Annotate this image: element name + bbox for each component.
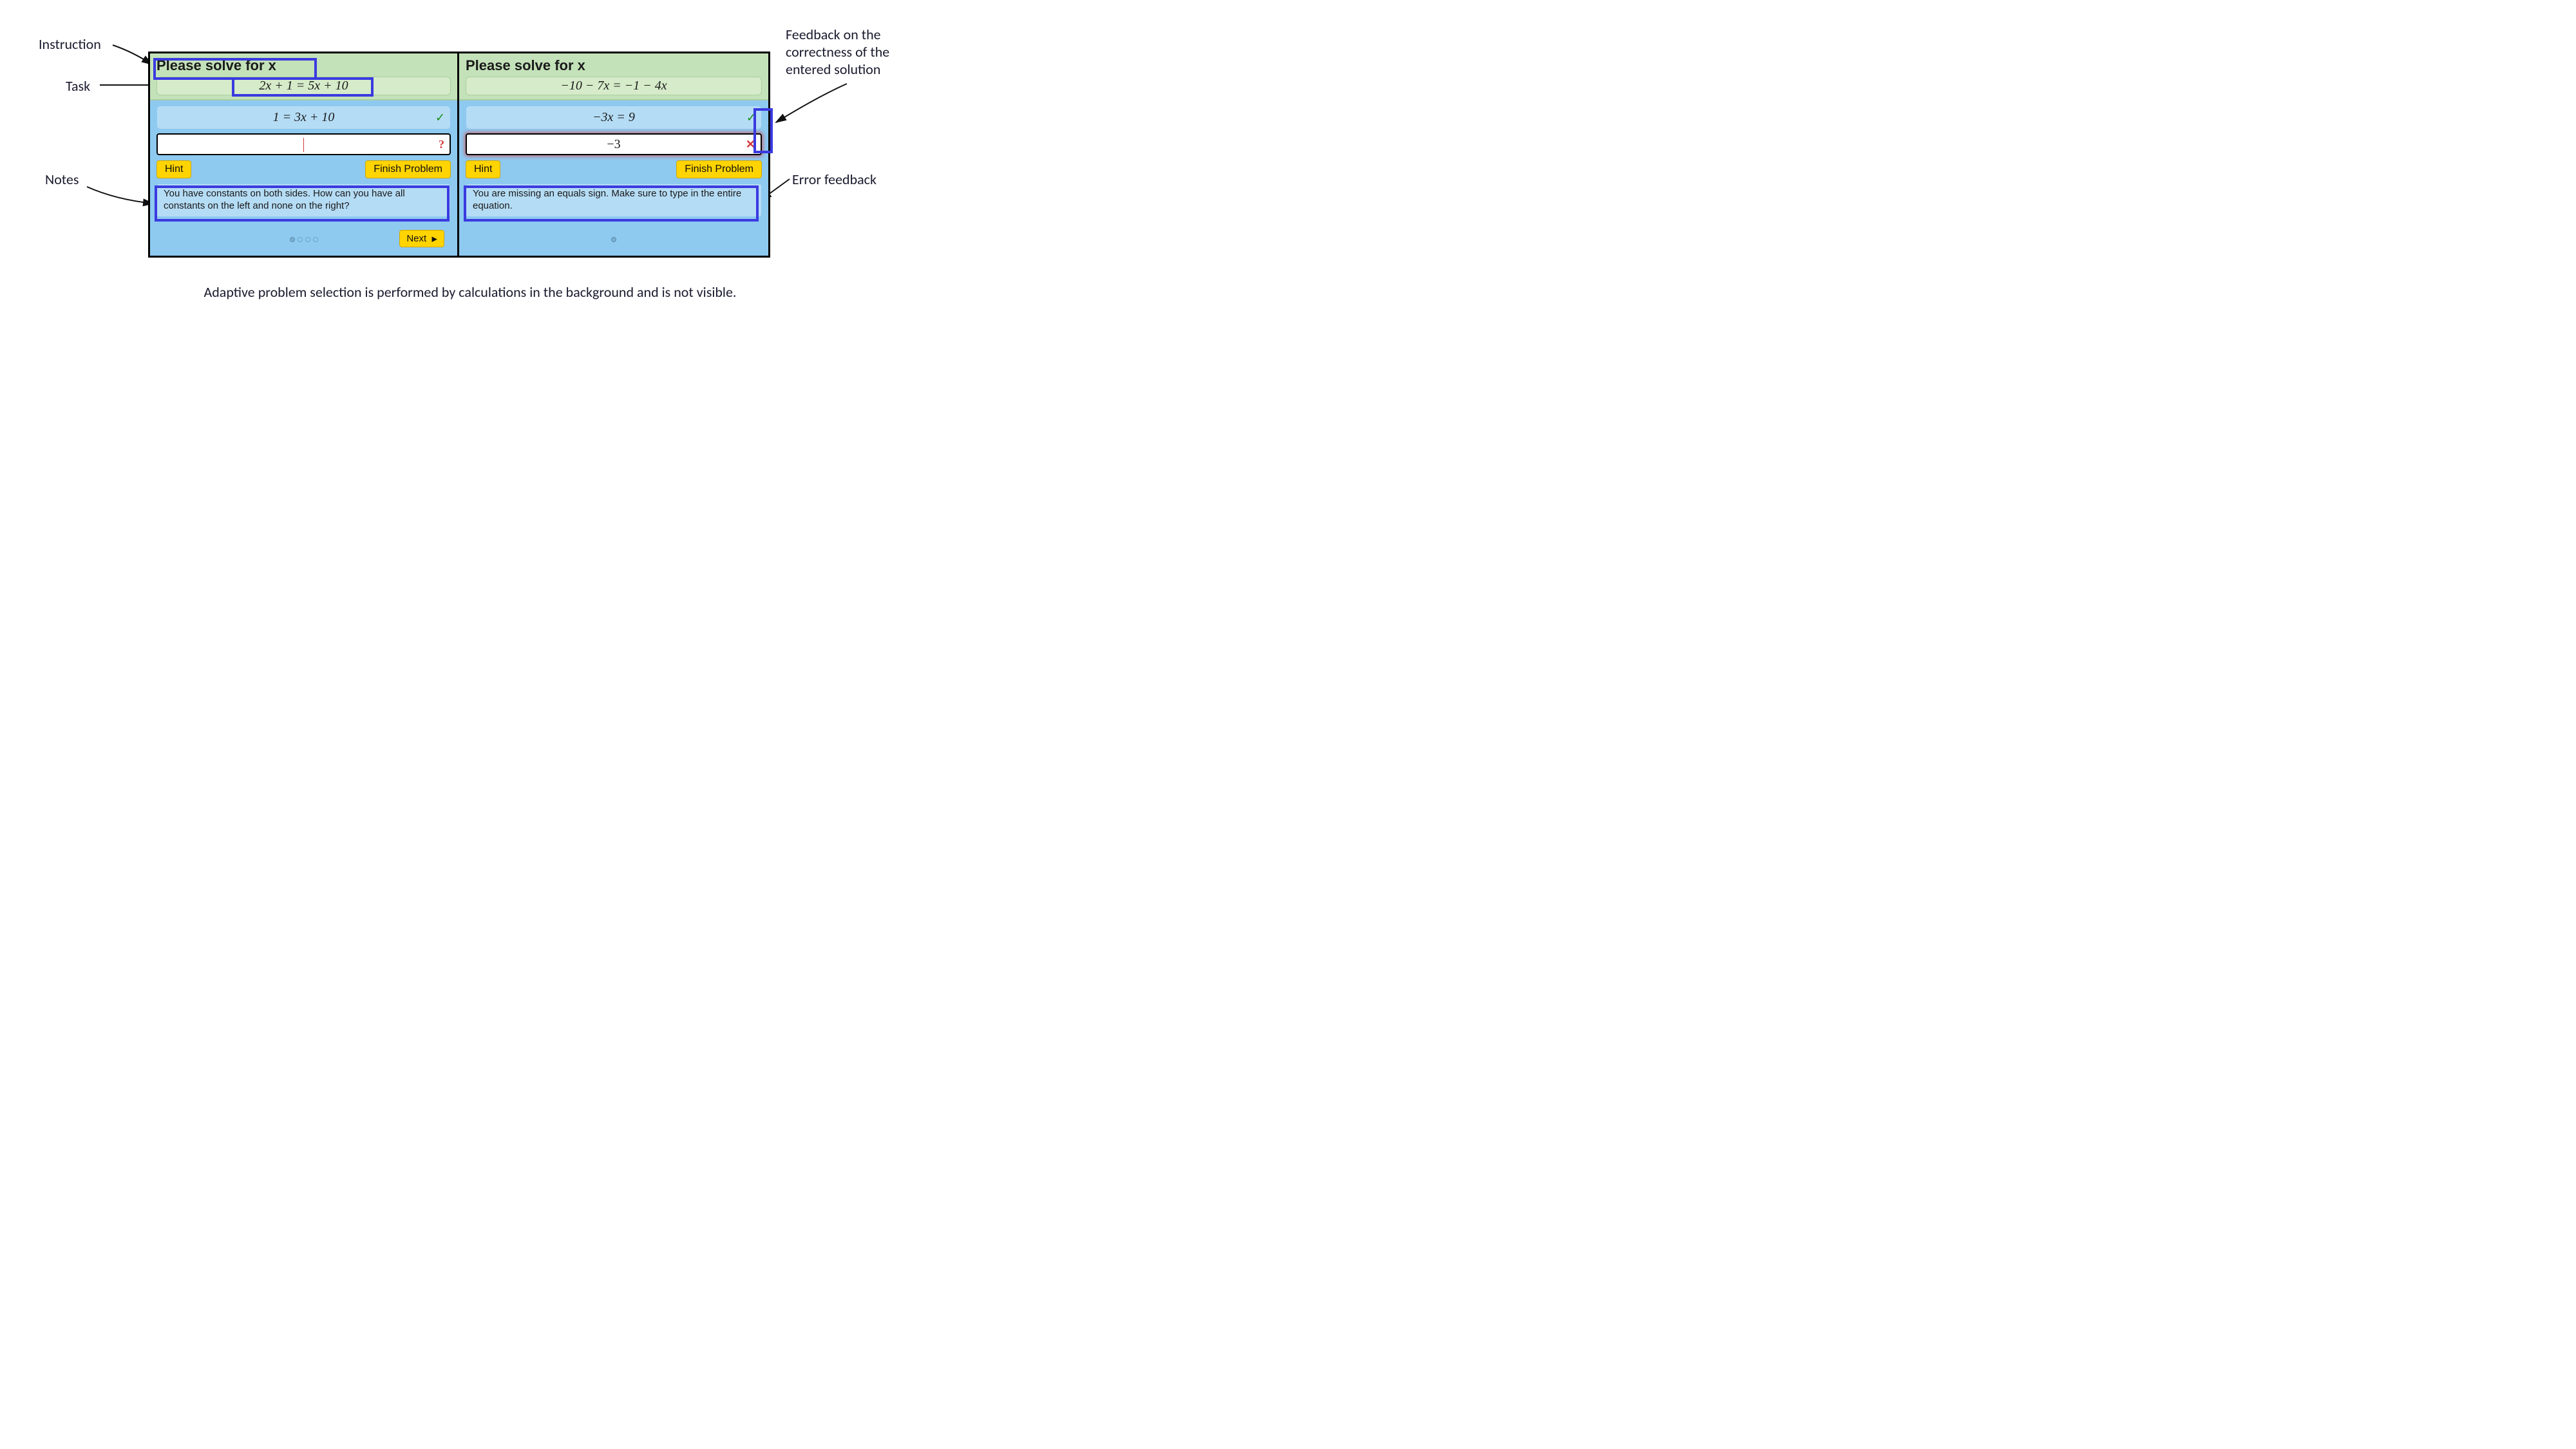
question-icon: ?: [439, 135, 444, 154]
task-equation: 2x + 1 = 5x + 10: [156, 77, 451, 95]
annot-task: Task: [66, 77, 90, 95]
hint-button[interactable]: Hint: [156, 160, 191, 178]
pager-dots: [611, 237, 616, 242]
work-area: 1 = 3x + 10 ✓ ? Hint Finish Problem You …: [150, 100, 457, 249]
green-band: Please solve for x −10 − 7x = −1 − 4x: [459, 53, 768, 100]
play-icon: ▶: [432, 235, 437, 243]
pager-dot[interactable]: [298, 237, 303, 242]
notes-box: You have constants on both sides. How ca…: [156, 184, 451, 217]
answer-input[interactable]: −3 ✕: [466, 133, 762, 155]
pager-dot[interactable]: [611, 237, 616, 242]
finish-button[interactable]: Finish Problem: [365, 160, 451, 178]
next-button[interactable]: Next ▶: [399, 230, 444, 247]
input-value: −3: [607, 137, 620, 151]
panel-right: Please solve for x −10 − 7x = −1 − 4x −3…: [459, 53, 768, 256]
step-1: −3x = 9 ✓: [466, 106, 762, 129]
pager-row: Next ▶: [156, 230, 451, 249]
cursor-icon: [303, 138, 304, 152]
task-equation: −10 − 7x = −1 − 4x: [466, 77, 762, 95]
finish-button[interactable]: Finish Problem: [676, 160, 762, 178]
pager-dots: [290, 237, 318, 242]
green-band: Please solve for x 2x + 1 = 5x + 10: [150, 53, 457, 100]
wrong-icon: ✕: [746, 135, 755, 154]
check-icon: ✓: [746, 111, 756, 124]
instruction-text: Please solve for x: [156, 57, 451, 75]
pager-row: [466, 230, 762, 249]
figure-stage: Instruction Task Notes Feedback on the c…: [26, 26, 927, 412]
notes-box: You are missing an equals sign. Make sur…: [466, 184, 762, 217]
panel-left: Please solve for x 2x + 1 = 5x + 10 1 = …: [150, 53, 459, 256]
hint-button[interactable]: Hint: [466, 160, 500, 178]
annot-instruction: Instruction: [39, 35, 101, 53]
annot-feedback: Feedback on the correctness of the enter…: [786, 26, 921, 78]
check-icon: ✓: [435, 111, 445, 124]
step-1: 1 = 3x + 10 ✓: [156, 106, 451, 129]
annot-notes: Notes: [45, 171, 79, 188]
figure-caption: Adaptive problem selection is performed …: [167, 283, 773, 301]
button-row: Hint Finish Problem: [466, 160, 762, 178]
pager-dot[interactable]: [313, 237, 318, 242]
button-row: Hint Finish Problem: [156, 160, 451, 178]
instruction-text: Please solve for x: [466, 57, 762, 75]
work-area: −3x = 9 ✓ −3 ✕ Hint Finish Problem You a…: [459, 100, 768, 249]
answer-input[interactable]: ?: [156, 133, 451, 155]
figure-frame: Please solve for x 2x + 1 = 5x + 10 1 = …: [148, 52, 770, 258]
annot-error-feedback: Error feedback: [792, 171, 876, 188]
pager-dot[interactable]: [305, 237, 310, 242]
pager-dot[interactable]: [290, 237, 295, 242]
